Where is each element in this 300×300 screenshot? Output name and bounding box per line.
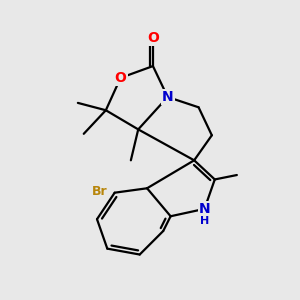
Text: Br: Br bbox=[92, 185, 108, 198]
Text: O: O bbox=[115, 71, 127, 85]
Text: N: N bbox=[162, 90, 173, 104]
Text: H: H bbox=[200, 216, 209, 226]
Text: O: O bbox=[147, 31, 159, 45]
Text: N: N bbox=[199, 202, 210, 216]
